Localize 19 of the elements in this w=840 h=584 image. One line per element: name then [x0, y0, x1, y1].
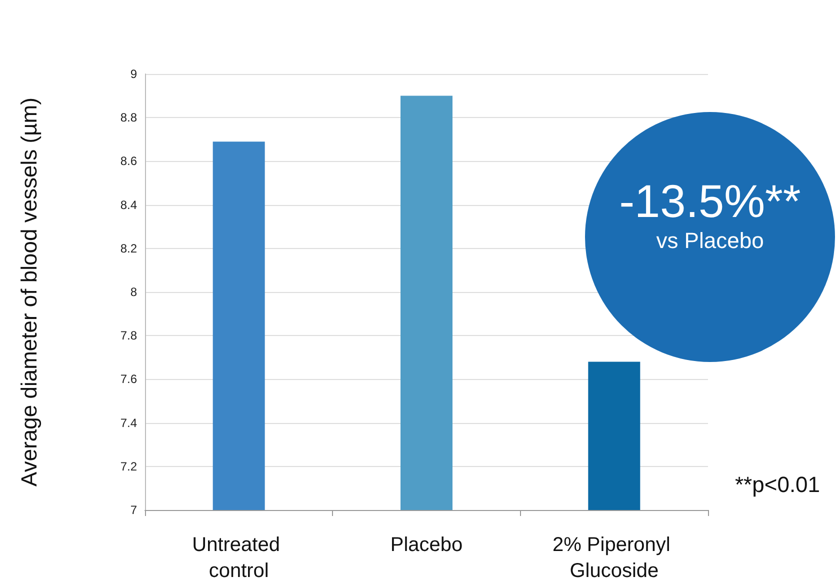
y-tick-label: 8.6	[120, 154, 138, 168]
y-tick-label: 8.2	[120, 241, 138, 256]
y-tick-label: 7.2	[120, 459, 138, 474]
annotation: vs Placebo	[655, 228, 765, 254]
y-tick-label: 7.4	[120, 416, 138, 430]
y-tick-label: 7.8	[120, 328, 138, 343]
x-tick-label: 2% Piperonyl Glucoside	[552, 534, 676, 582]
annotation: -13.5%**	[618, 174, 802, 228]
x-tick-label: Untreated control	[192, 534, 286, 582]
circle-badge: -13.5%** vs Placebo	[585, 112, 835, 362]
x-tick-label: Placebo	[390, 534, 463, 556]
y-tick-label: 9	[130, 67, 138, 81]
y-tick-label: 7	[130, 503, 138, 517]
y-tick-label: 8	[130, 285, 138, 299]
y-tick-label: 8.4	[120, 198, 138, 212]
y-tick-label: 7.6	[120, 372, 138, 386]
text: **p<0.01	[735, 472, 820, 498]
y-tick-label: 8.8	[120, 110, 138, 125]
y-axis-title: Average diameter of blood vessels (µm)	[16, 98, 42, 486]
